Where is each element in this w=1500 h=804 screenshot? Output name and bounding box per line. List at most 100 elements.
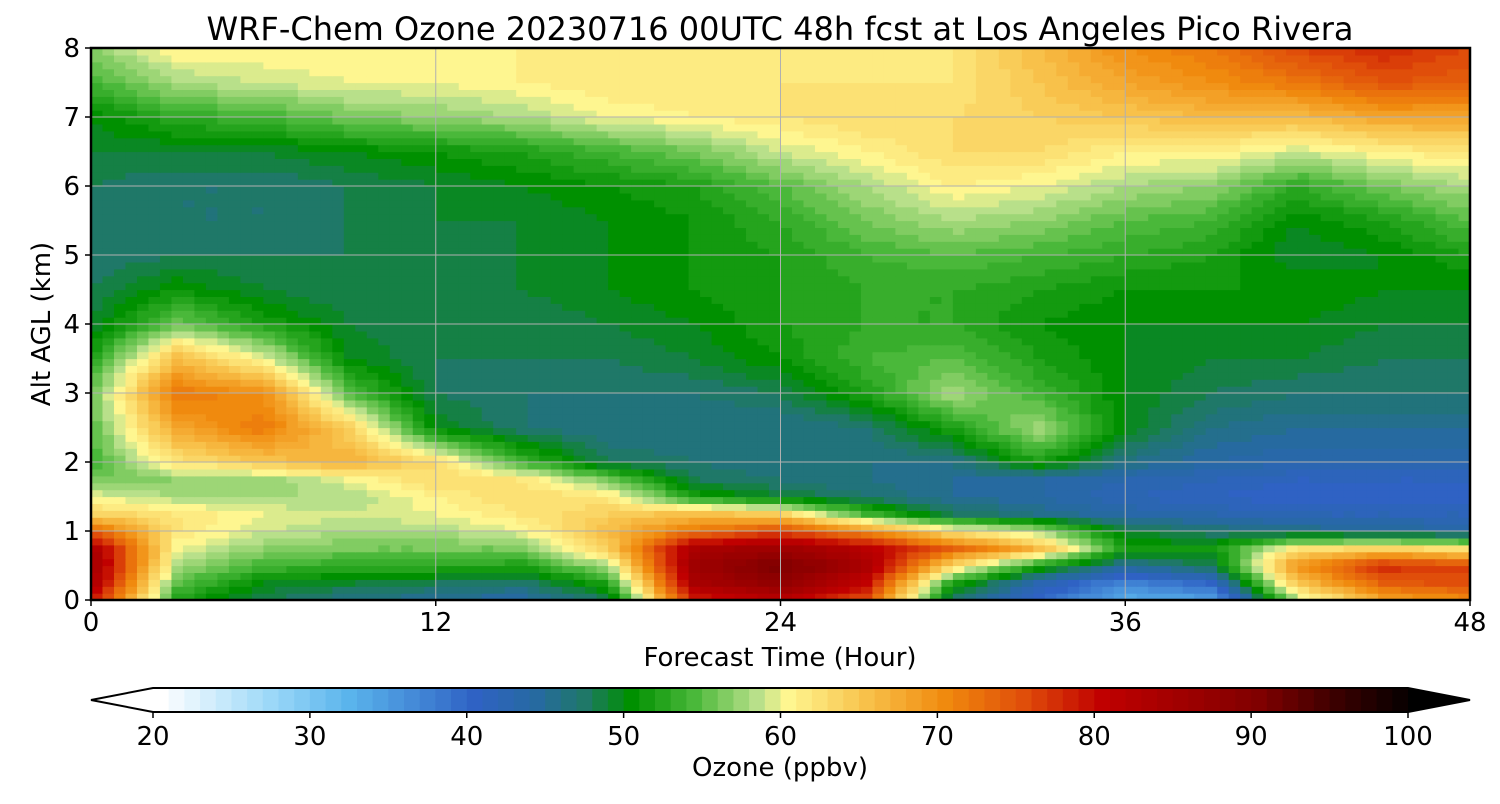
heatmap-cell [918, 372, 931, 380]
heatmap-cell [918, 531, 931, 539]
heatmap-cell [918, 558, 931, 567]
heatmap-cell [562, 413, 575, 422]
heatmap-cell [504, 503, 517, 511]
heatmap-cell [1286, 393, 1299, 401]
heatmap-cell [929, 386, 942, 394]
heatmap-cell [1010, 441, 1023, 449]
heatmap-cell [1355, 358, 1368, 366]
heatmap-cell [286, 434, 299, 442]
heatmap-cell [1240, 427, 1253, 435]
heatmap-cell [562, 379, 575, 387]
heatmap-cell [837, 330, 851, 339]
heatmap-cell [975, 579, 988, 587]
heatmap-cell [780, 379, 793, 387]
heatmap-cell [837, 434, 851, 442]
heatmap-cell [113, 572, 127, 580]
heatmap-cell [1274, 365, 1287, 373]
heatmap-cell [251, 337, 264, 346]
heatmap-cell [1056, 406, 1069, 415]
heatmap-cell [481, 324, 494, 332]
heatmap-cell [1240, 441, 1253, 449]
heatmap-cell [1067, 317, 1080, 325]
heatmap-cell [883, 399, 897, 408]
heatmap-cell [952, 393, 965, 401]
heatmap-cell [194, 524, 207, 532]
heatmap-cell [631, 399, 644, 408]
heatmap-cell [1401, 413, 1414, 422]
heatmap-cell [493, 448, 506, 456]
heatmap-cell [918, 537, 931, 546]
heatmap-cell [711, 441, 724, 449]
heatmap-cell [757, 510, 770, 518]
heatmap-cell [125, 586, 138, 594]
heatmap-cell [194, 503, 207, 511]
heatmap-cell [1205, 503, 1218, 511]
heatmap-cell [1171, 358, 1184, 366]
heatmap-cell [803, 475, 816, 484]
heatmap-cell [470, 393, 483, 401]
heatmap-cell [849, 468, 862, 477]
heatmap-cell [941, 351, 954, 360]
heatmap-cell [182, 358, 196, 366]
heatmap-cell [849, 558, 862, 567]
heatmap-cell [424, 593, 437, 600]
heatmap-cell [1044, 427, 1057, 435]
heatmap-cell [1010, 365, 1023, 373]
heatmap-cell [194, 434, 207, 442]
heatmap-cell [527, 351, 540, 360]
heatmap-cell [1205, 468, 1218, 477]
heatmap-cell [366, 427, 379, 435]
heatmap-cell [263, 551, 276, 560]
heatmap-cell [1194, 386, 1207, 394]
heatmap-cell [366, 310, 379, 318]
heatmap-cell [447, 393, 460, 401]
heatmap-cell [688, 593, 701, 600]
heatmap-cell [975, 386, 988, 394]
heatmap-cell [217, 420, 230, 429]
heatmap-cell [849, 413, 862, 422]
heatmap-cell [1366, 544, 1379, 553]
heatmap-cell [458, 324, 471, 332]
heatmap-cell [1205, 475, 1218, 484]
heatmap-cell [1424, 365, 1437, 373]
heatmap-cell [837, 558, 851, 567]
heatmap-cell [791, 482, 805, 491]
heatmap-cell [1412, 489, 1425, 498]
heatmap-cell [849, 531, 862, 539]
heatmap-cell [929, 310, 942, 318]
heatmap-cell [320, 317, 333, 325]
heatmap-cell [378, 324, 391, 332]
heatmap-cell [1205, 386, 1218, 394]
heatmap-cell [389, 413, 402, 422]
heatmap-cell [1102, 558, 1115, 567]
heatmap-cell [964, 324, 977, 332]
heatmap-cell [470, 448, 483, 456]
heatmap-cell [998, 531, 1011, 539]
heatmap-cell [1458, 344, 1470, 353]
heatmap-cell [780, 330, 793, 339]
heatmap-cell [1251, 324, 1264, 332]
heatmap-cell [746, 558, 759, 567]
heatmap-cell [1056, 593, 1069, 600]
heatmap-cell [263, 399, 276, 408]
heatmap-cell [481, 310, 494, 318]
heatmap-cell [826, 434, 839, 442]
heatmap-cell [1332, 579, 1345, 587]
heatmap-cell [1113, 337, 1126, 346]
heatmap-cell [136, 489, 150, 498]
heatmap-cell [585, 572, 598, 580]
heatmap-cell [1378, 324, 1391, 332]
heatmap-cell [746, 413, 759, 422]
heatmap-cell [1309, 468, 1322, 477]
heatmap-cell [274, 579, 287, 587]
heatmap-cell [1378, 586, 1391, 594]
heatmap-cell [1274, 503, 1287, 511]
heatmap-cell [205, 510, 219, 518]
heatmap-cell [941, 544, 954, 553]
heatmap-cell [860, 517, 874, 525]
heatmap-cell [1286, 537, 1299, 546]
heatmap-cell [539, 365, 552, 373]
heatmap-cell [366, 365, 379, 373]
heatmap-cell [872, 317, 885, 325]
heatmap-cell [320, 572, 333, 580]
